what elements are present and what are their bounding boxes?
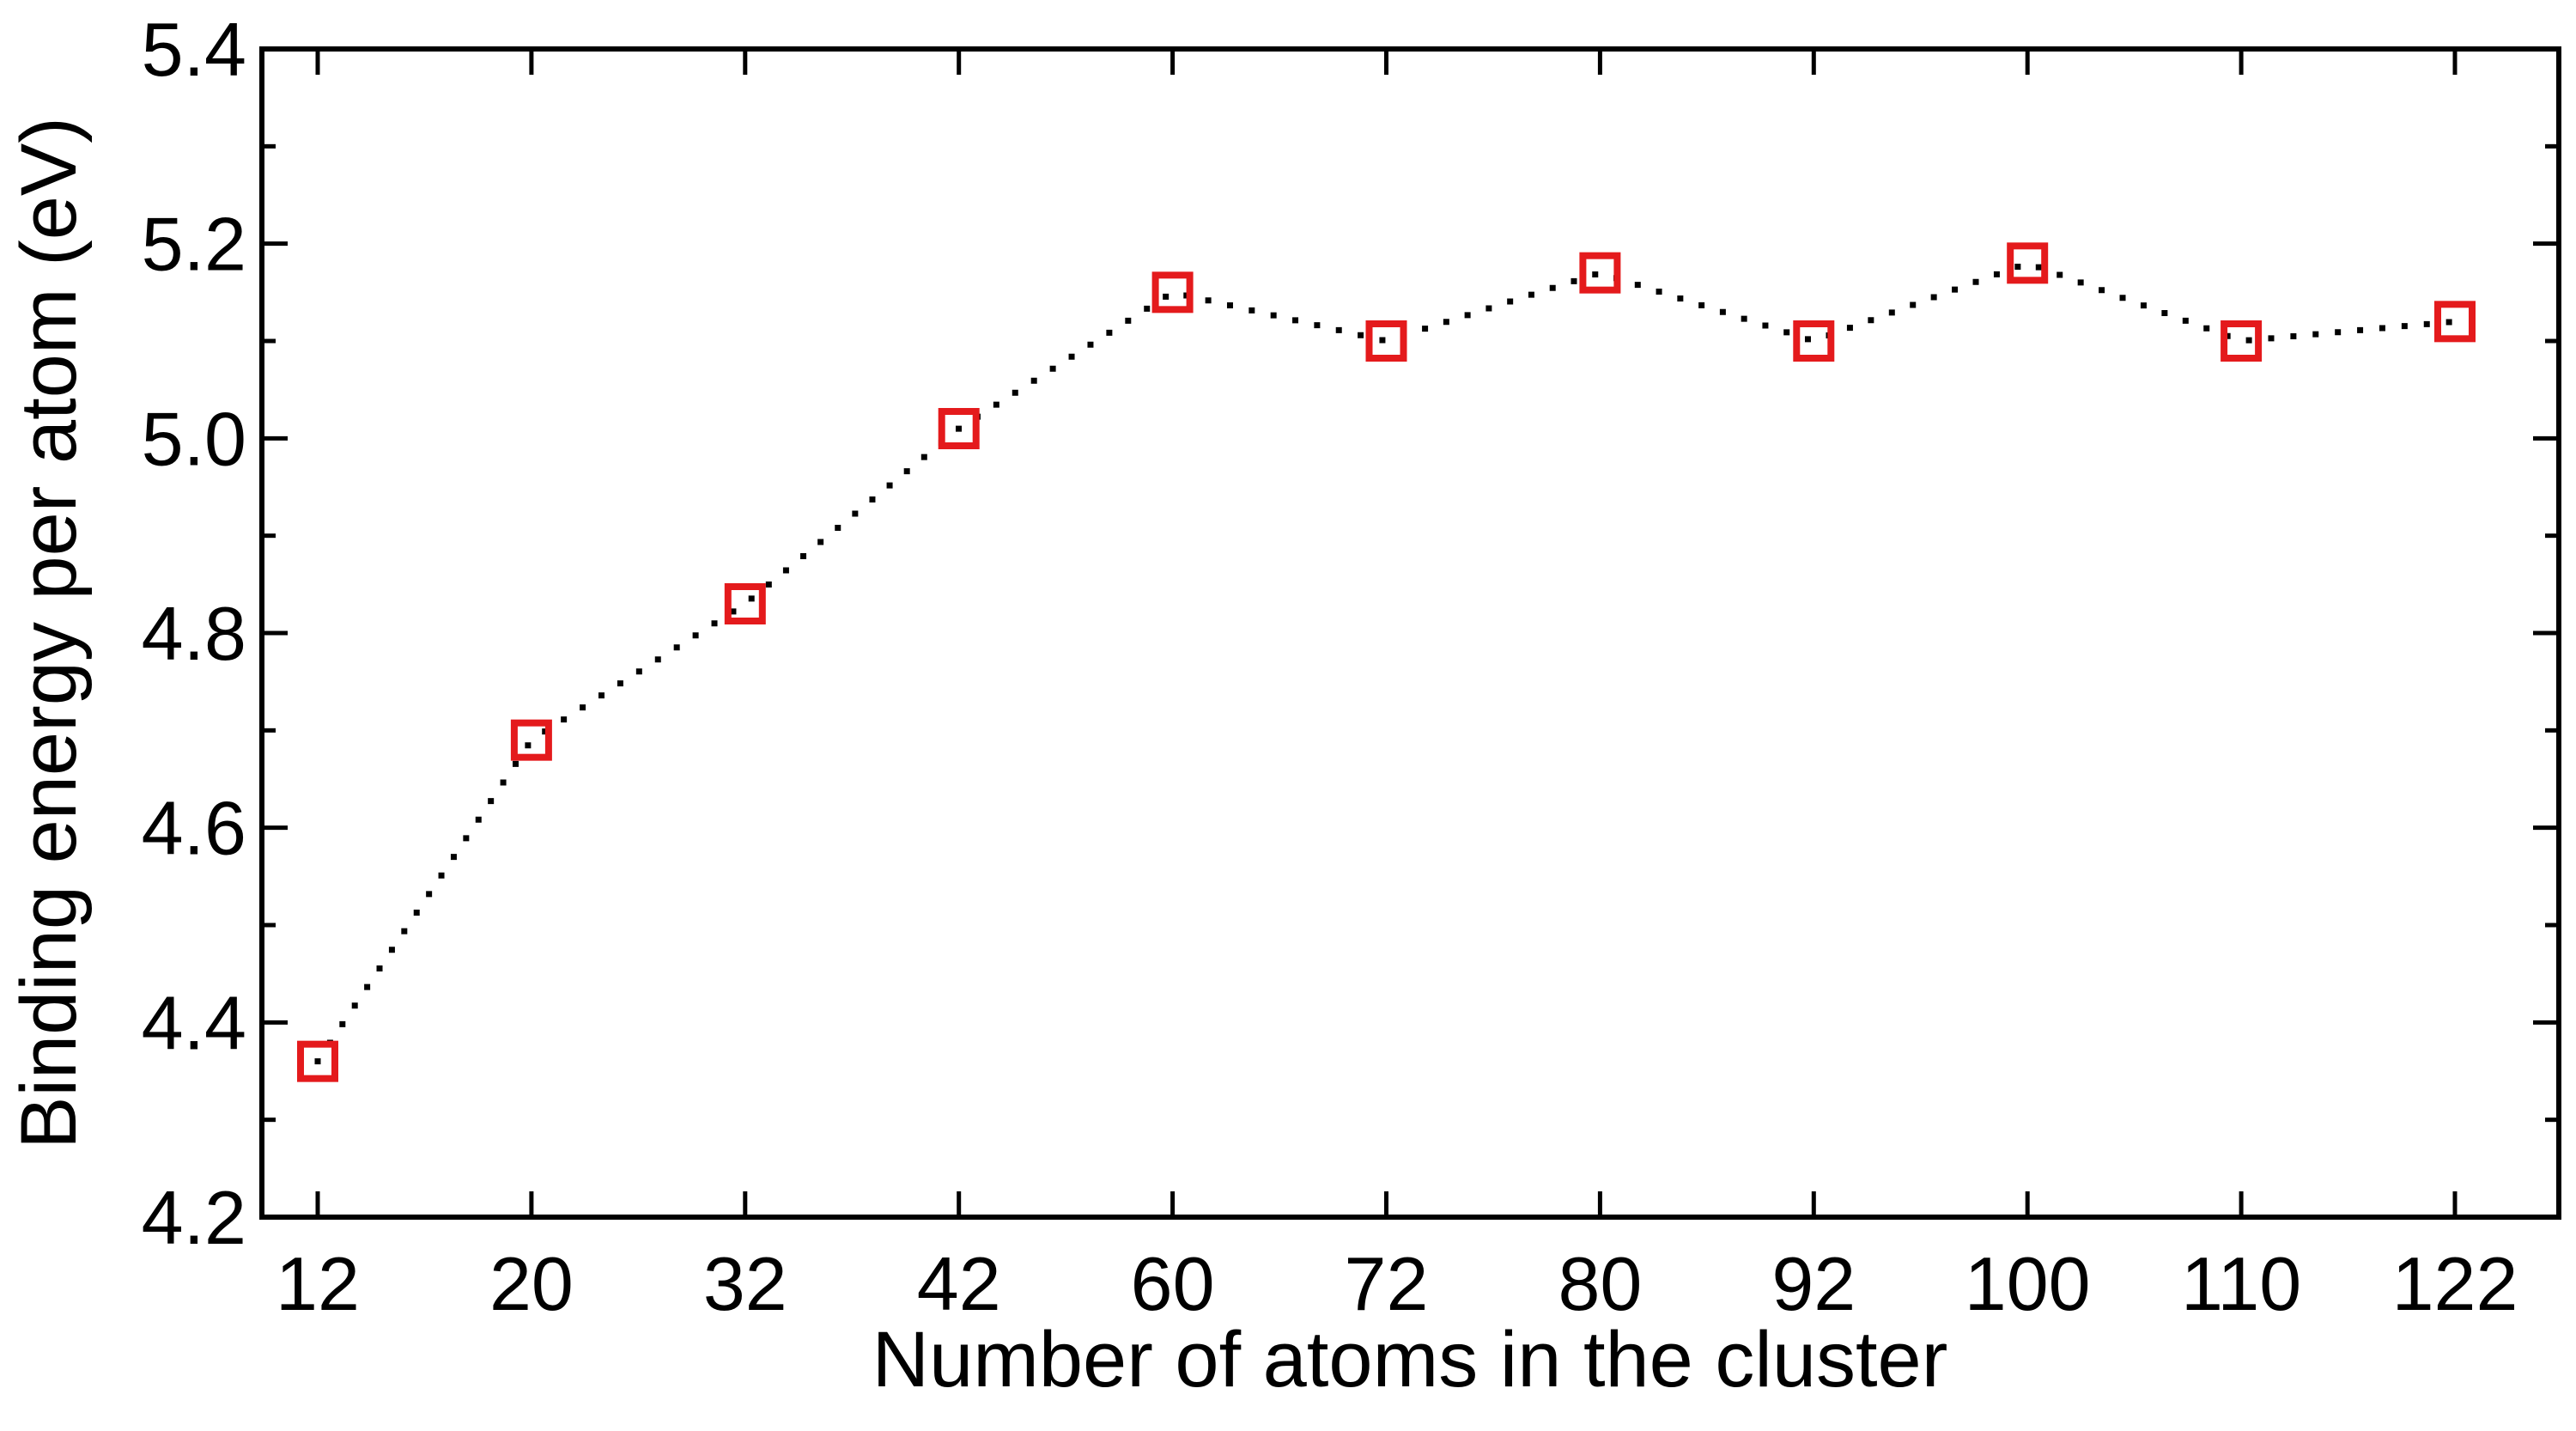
x-tick-label: 20 (489, 1241, 574, 1326)
x-tick-label: 100 (1965, 1241, 2091, 1326)
y-tick-label: 5.4 (142, 7, 246, 92)
data-point-marker (297, 1040, 338, 1082)
y-axis-title: Binding energy per atom (eV) (5, 117, 93, 1149)
x-tick-label: 12 (276, 1241, 360, 1326)
x-tick-label: 72 (1345, 1241, 1429, 1326)
x-axis-title: Number of atoms in the cluster (872, 1316, 1948, 1404)
x-tick-labels: 12 20 32 42 60 72 80 92 100 110 122 (276, 1241, 2518, 1326)
y-tick-label: 5.2 (142, 202, 246, 287)
x-tick-label: 92 (1771, 1241, 1856, 1326)
minor-ticks (262, 143, 2559, 1123)
x-tick-label: 32 (703, 1241, 787, 1326)
data-point-marker (510, 719, 552, 761)
x-tick-label: 80 (1558, 1241, 1642, 1326)
y-tick-label: 4.8 (142, 591, 246, 676)
series-line (313, 259, 2458, 1066)
data-point-marker (2007, 242, 2049, 284)
series-dotted-line (313, 259, 2458, 1066)
major-ticks (262, 46, 2559, 1220)
y-tick-labels: 4.2 4.4 4.6 4.8 5.0 5.2 5.4 (142, 7, 246, 1260)
data-point-marker (938, 408, 980, 449)
y-tick-label: 5.0 (142, 396, 246, 481)
plot-frame (259, 46, 2561, 1220)
data-point-marker (2434, 301, 2476, 343)
x-tick-label: 60 (1131, 1241, 1215, 1326)
x-tick-label: 122 (2392, 1241, 2518, 1326)
data-markers (297, 242, 2476, 1082)
data-point-marker (2221, 320, 2263, 362)
x-tick-label: 42 (917, 1241, 1001, 1326)
data-point-marker (1151, 271, 1194, 314)
y-tick-label: 4.2 (142, 1175, 246, 1260)
data-point-marker (1793, 320, 1835, 362)
data-point-marker (1365, 320, 1407, 362)
x-tick-label: 110 (2181, 1241, 2301, 1326)
data-point-marker (724, 583, 766, 624)
y-tick-label: 4.6 (142, 786, 246, 871)
data-point-marker (1579, 252, 1621, 294)
y-tick-label: 4.4 (142, 980, 246, 1065)
